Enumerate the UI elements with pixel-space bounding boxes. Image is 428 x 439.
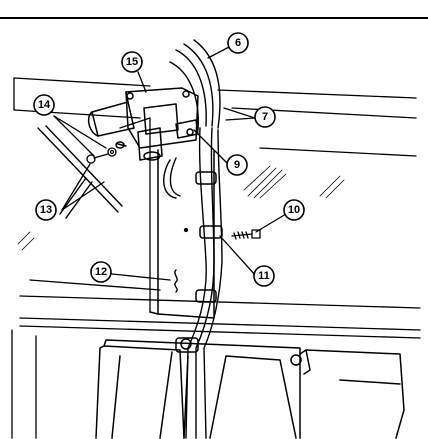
callout-6: 6 (227, 32, 249, 54)
cable-clamps (175, 119, 223, 353)
callout-14: 14 (33, 94, 55, 116)
grommet-item-12 (174, 269, 178, 293)
washer-item-14 (107, 147, 117, 157)
callout-9-label: 9 (234, 159, 240, 171)
callout-11: 11 (253, 265, 275, 287)
leader-lines (53, 45, 287, 281)
cable-harness (163, 39, 223, 439)
callout-6-label: 6 (235, 37, 241, 49)
callout-15: 15 (121, 51, 143, 73)
callout-13-label: 13 (40, 204, 52, 216)
glass-glare (17, 165, 345, 251)
wiper-motor (87, 87, 199, 161)
callout-13: 13 (35, 199, 57, 221)
callout-15-label: 15 (126, 56, 138, 68)
callout-9: 9 (226, 154, 248, 176)
callout-10: 10 (283, 199, 305, 221)
cab-frame (11, 77, 421, 439)
screw-item-10 (231, 229, 261, 240)
callout-7-label: 7 (262, 111, 268, 123)
callout-14-label: 14 (38, 99, 51, 111)
lower-bracket (95, 338, 405, 439)
callout-11-label: 11 (258, 270, 270, 282)
screw-item-13 (86, 153, 109, 164)
callout-10-label: 10 (288, 204, 300, 216)
callout-12: 12 (90, 261, 112, 283)
callout-7: 7 (254, 106, 276, 128)
callout-12-label: 12 (95, 266, 107, 278)
header-rule (0, 17, 428, 19)
